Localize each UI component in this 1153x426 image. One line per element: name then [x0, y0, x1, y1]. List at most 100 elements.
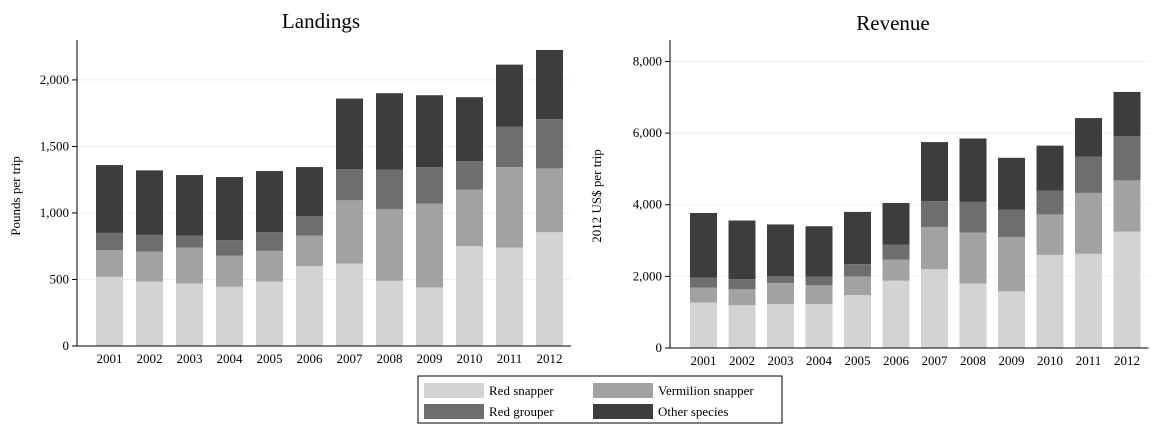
- landings-x-tick-label: 2009: [417, 351, 443, 366]
- landings-bar-other-species-2004: [216, 177, 243, 241]
- legend-label-other-species: Other species: [658, 404, 728, 419]
- revenue-bar-vermilion-snapper-2008: [959, 232, 987, 284]
- revenue-bar-red-grouper-2008: [959, 201, 987, 233]
- revenue-bar-vermilion-snapper-2009: [998, 236, 1025, 292]
- revenue-bar-red-grouper-2004: [805, 276, 833, 286]
- revenue-x-tick-label: 2011: [1076, 353, 1102, 368]
- landings-bar-other-species-2008: [376, 93, 403, 170]
- landings-bar-other-species-2006: [296, 167, 323, 217]
- landings-bar-red-snapper-2011: [496, 247, 523, 346]
- revenue-x-tick-label: 2009: [999, 353, 1025, 368]
- landings-bar-red-grouper-2004: [216, 240, 243, 256]
- landings-bar-red-snapper-2001: [96, 276, 123, 346]
- landings-x-tick-label: 2001: [97, 351, 123, 366]
- landings-x-tick-label: 2007: [337, 351, 364, 366]
- revenue-bar-red-snapper-2010: [1036, 254, 1064, 348]
- revenue-bar-other-species-2011: [1075, 118, 1102, 157]
- revenue-bar-vermilion-snapper-2007: [921, 226, 948, 270]
- revenue-bar-red-grouper-2007: [921, 201, 948, 227]
- landings-bar-vermilion-snapper-2007: [336, 200, 363, 264]
- revenue-y-tick-label: 0: [656, 340, 663, 355]
- landings-y-tick-label: 1,500: [40, 138, 69, 153]
- landings-bar-red-grouper-2003: [176, 235, 203, 248]
- revenue-bar-other-species-2006: [882, 202, 910, 245]
- landings-x-tick-label: 2006: [297, 351, 324, 366]
- landings-bar-other-species-2007: [336, 98, 363, 170]
- landings-bar-vermilion-snapper-2004: [216, 255, 243, 287]
- landings-bar-other-species-2011: [496, 64, 523, 127]
- revenue-y-tick-label: 2,000: [633, 268, 662, 283]
- landings-bar-other-species-2012: [536, 49, 563, 120]
- revenue-bar-vermilion-snapper-2010: [1036, 214, 1064, 255]
- revenue-y-tick-label: 6,000: [633, 125, 662, 140]
- revenue-bar-other-species-2009: [998, 157, 1025, 210]
- legend-swatch-red-snapper: [424, 383, 484, 398]
- landings-bar-other-species-2009: [416, 95, 443, 168]
- revenue-bar-vermilion-snapper-2006: [882, 259, 910, 281]
- revenue-bar-red-grouper-2005: [844, 264, 871, 277]
- revenue-x-tick-label: 2006: [883, 353, 910, 368]
- revenue-y-tick-label: 4,000: [633, 197, 662, 212]
- revenue-x-tick-label: 2003: [768, 353, 794, 368]
- legend-label-vermilion-snapper: Vermilion snapper: [658, 383, 754, 398]
- revenue-bar-vermilion-snapper-2003: [767, 283, 794, 304]
- landings-bar-other-species-2003: [176, 175, 203, 236]
- revenue-bar-red-grouper-2010: [1036, 190, 1064, 215]
- landings-bar-vermilion-snapper-2010: [456, 189, 483, 247]
- revenue-bar-red-snapper-2011: [1075, 253, 1102, 348]
- revenue-bar-red-grouper-2006: [882, 244, 910, 260]
- revenue-bar-vermilion-snapper-2012: [1113, 180, 1141, 232]
- landings-bar-other-species-2002: [136, 170, 163, 235]
- landings-x-tick-label: 2004: [217, 351, 244, 366]
- revenue-bar-red-snapper-2001: [690, 302, 717, 348]
- landings-x-tick-label: 2011: [497, 351, 523, 366]
- revenue-bar-other-species-2012: [1113, 91, 1141, 137]
- landings-x-tick-label: 2002: [137, 351, 163, 366]
- landings-y-tick-label: 500: [50, 271, 70, 286]
- legend-label-red-snapper: Red snapper: [489, 383, 554, 398]
- revenue-bar-red-snapper-2012: [1113, 231, 1141, 348]
- landings-bar-red-grouper-2005: [256, 232, 283, 251]
- landings-bar-vermilion-snapper-2005: [256, 250, 283, 282]
- revenue-bar-red-grouper-2003: [767, 276, 794, 284]
- landings-bar-vermilion-snapper-2011: [496, 167, 523, 248]
- legend-label-red-grouper: Red grouper: [489, 404, 554, 419]
- revenue-bar-vermilion-snapper-2001: [690, 287, 717, 303]
- revenue-x-tick-label: 2010: [1037, 353, 1063, 368]
- landings-x-tick-label: 2010: [457, 351, 483, 366]
- landings-panel: Landings Pounds per trip 2001 2002 2003 200…: [8, 9, 571, 366]
- landings-bar-red-snapper-2005: [256, 281, 283, 346]
- revenue-panel: Revenue 2012 US$ per trip 2001 2002 2003 20…: [589, 11, 1149, 368]
- landings-bar-vermilion-snapper-2003: [176, 247, 203, 284]
- landings-bar-red-snapper-2004: [216, 286, 243, 346]
- landings-y-tick-label: 1,000: [40, 205, 69, 220]
- landings-bar-red-snapper-2012: [536, 232, 563, 346]
- revenue-bar-other-species-2010: [1036, 145, 1064, 191]
- revenue-bar-other-species-2004: [805, 226, 833, 277]
- revenue-bar-red-snapper-2004: [805, 303, 833, 348]
- landings-x-tick-label: 2008: [377, 351, 403, 366]
- revenue-y-tick-label: 8,000: [633, 53, 662, 68]
- revenue-x-tick-label: 2001: [691, 353, 717, 368]
- landings-y-tick-label: 0: [63, 338, 70, 353]
- landings-bar-red-grouper-2008: [376, 169, 403, 209]
- revenue-bar-red-snapper-2009: [998, 291, 1025, 348]
- revenue-x-tick-label: 2012: [1114, 353, 1140, 368]
- landings-bar-vermilion-snapper-2002: [136, 251, 163, 282]
- landings-x-tick-label: 2003: [177, 351, 203, 366]
- revenue-x-tick-label: 2002: [729, 353, 755, 368]
- landings-bar-red-grouper-2011: [496, 126, 523, 168]
- legend-swatch-red-grouper: [424, 404, 484, 419]
- revenue-bar-red-grouper-2009: [998, 209, 1025, 237]
- revenue-bar-red-grouper-2002: [728, 279, 756, 290]
- revenue-bar-red-snapper-2006: [882, 280, 910, 348]
- landings-title: Landings: [282, 9, 360, 33]
- revenue-bar-red-grouper-2012: [1113, 136, 1141, 181]
- landings-bar-red-snapper-2006: [296, 266, 323, 346]
- revenue-bar-red-grouper-2011: [1075, 156, 1102, 193]
- landings-bar-red-grouper-2012: [536, 119, 563, 169]
- revenue-x-tick-label: 2005: [845, 353, 871, 368]
- landings-bar-red-grouper-2009: [416, 167, 443, 204]
- revenue-bar-other-species-2003: [767, 224, 794, 277]
